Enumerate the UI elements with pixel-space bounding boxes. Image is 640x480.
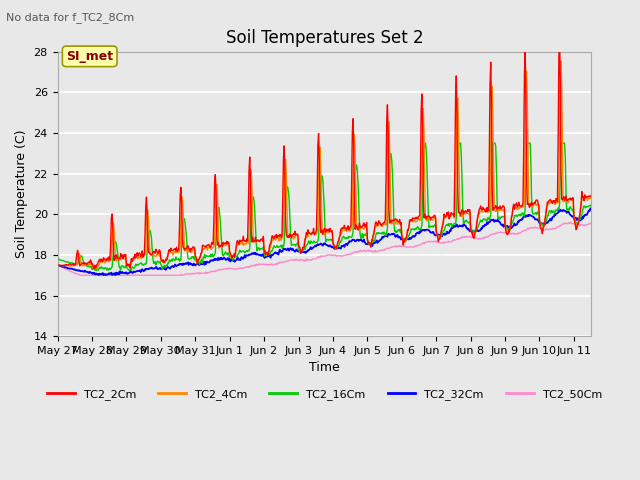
Text: SI_met: SI_met — [66, 50, 113, 63]
Text: No data for f_TC2_8Cm: No data for f_TC2_8Cm — [6, 12, 134, 23]
Legend: TC2_2Cm, TC2_4Cm, TC2_16Cm, TC2_32Cm, TC2_50Cm: TC2_2Cm, TC2_4Cm, TC2_16Cm, TC2_32Cm, TC… — [42, 384, 606, 404]
Title: Soil Temperatures Set 2: Soil Temperatures Set 2 — [225, 29, 423, 48]
Y-axis label: Soil Temperature (C): Soil Temperature (C) — [15, 130, 28, 258]
X-axis label: Time: Time — [309, 361, 340, 374]
